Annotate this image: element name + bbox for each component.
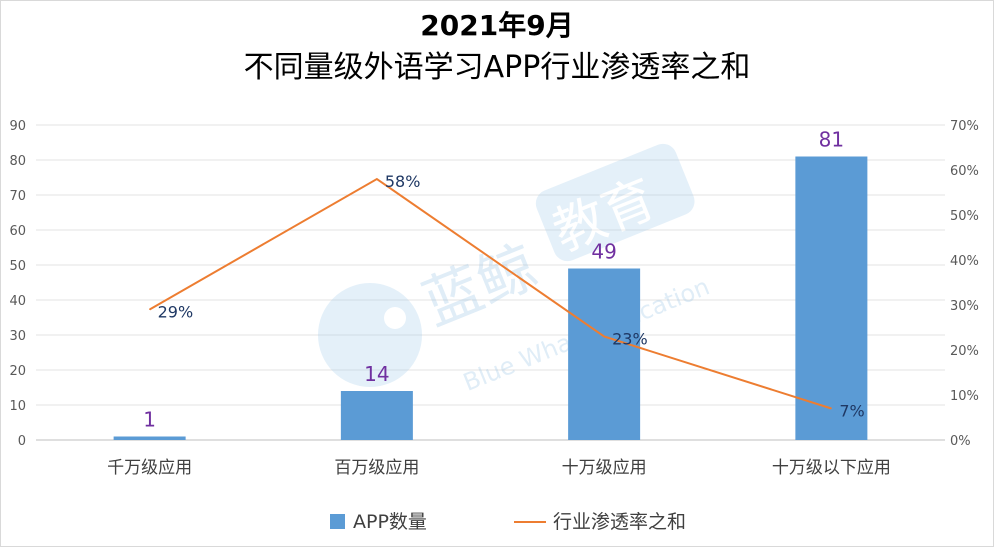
left-tick-label: 80 bbox=[9, 154, 26, 169]
bar-series: 1 14 49 81 bbox=[113, 128, 868, 440]
series-line bbox=[149, 177, 832, 410]
legend-label-bar: APP数量 bbox=[353, 511, 427, 533]
left-tick-label: 60 bbox=[9, 224, 26, 239]
legend-label-line: 行业渗透率之和 bbox=[553, 511, 686, 533]
bar bbox=[568, 268, 641, 440]
left-axis: 0 10 20 30 40 50 60 70 80 90 bbox=[9, 119, 26, 449]
line-series: 29% 58% 23% 7% bbox=[149, 172, 865, 421]
bar-data-label: 14 bbox=[364, 362, 389, 386]
bar-data-label: 81 bbox=[819, 128, 844, 152]
left-tick-label: 40 bbox=[9, 294, 26, 309]
bar bbox=[795, 156, 868, 440]
right-tick-label: 30% bbox=[950, 299, 979, 314]
left-tick-label: 20 bbox=[9, 364, 26, 379]
left-tick-label: 30 bbox=[9, 329, 26, 344]
right-tick-label: 10% bbox=[950, 389, 979, 404]
right-axis: 0% 10% 20% 30% 40% 50% 60% 70% bbox=[950, 119, 979, 449]
line-data-label: 58% bbox=[385, 172, 421, 191]
right-tick-label: 70% bbox=[950, 119, 979, 134]
watermark-whale-logo bbox=[318, 283, 422, 387]
watermark-brand-cn: 蓝鲸 bbox=[414, 232, 547, 339]
left-tick-label: 0 bbox=[18, 434, 26, 449]
left-tick-label: 50 bbox=[9, 259, 26, 274]
line-point bbox=[149, 309, 151, 310]
left-tick-label: 70 bbox=[9, 189, 26, 204]
category-label: 百万级应用 bbox=[334, 458, 419, 478]
line-data-label: 7% bbox=[839, 402, 864, 421]
category-label: 千万级应用 bbox=[107, 458, 192, 478]
chart-title: 2021年9月 bbox=[420, 9, 574, 42]
line-data-label: 29% bbox=[158, 303, 194, 322]
gridlines bbox=[36, 124, 945, 441]
right-tick-label: 0% bbox=[950, 434, 971, 449]
line-data-label: 23% bbox=[612, 330, 648, 349]
right-tick-label: 50% bbox=[950, 209, 979, 224]
bar-data-label: 1 bbox=[143, 408, 156, 432]
legend-swatch-bar bbox=[330, 514, 345, 529]
category-axis: 千万级应用 百万级应用 十万级应用 十万级以下应用 bbox=[107, 458, 891, 478]
category-label: 十万级以下应用 bbox=[772, 458, 891, 478]
left-tick-label: 10 bbox=[9, 399, 26, 414]
watermark-whale-eye bbox=[384, 307, 406, 329]
category-label: 十万级应用 bbox=[562, 458, 647, 478]
line-point bbox=[603, 336, 605, 337]
right-tick-label: 40% bbox=[950, 254, 979, 269]
line-point bbox=[830, 408, 832, 409]
bar-data-label: 49 bbox=[591, 240, 616, 264]
legend: APP数量 行业渗透率之和 bbox=[330, 511, 686, 533]
bar bbox=[113, 436, 186, 440]
right-tick-label: 20% bbox=[950, 344, 979, 359]
line-point bbox=[376, 178, 378, 180]
bar bbox=[340, 391, 413, 440]
chart-subtitle: 不同量级外语学习APP行业渗透率之和 bbox=[243, 50, 751, 85]
right-tick-label: 60% bbox=[950, 164, 979, 179]
left-tick-label: 90 bbox=[9, 119, 26, 134]
watermark-badge bbox=[535, 143, 695, 262]
